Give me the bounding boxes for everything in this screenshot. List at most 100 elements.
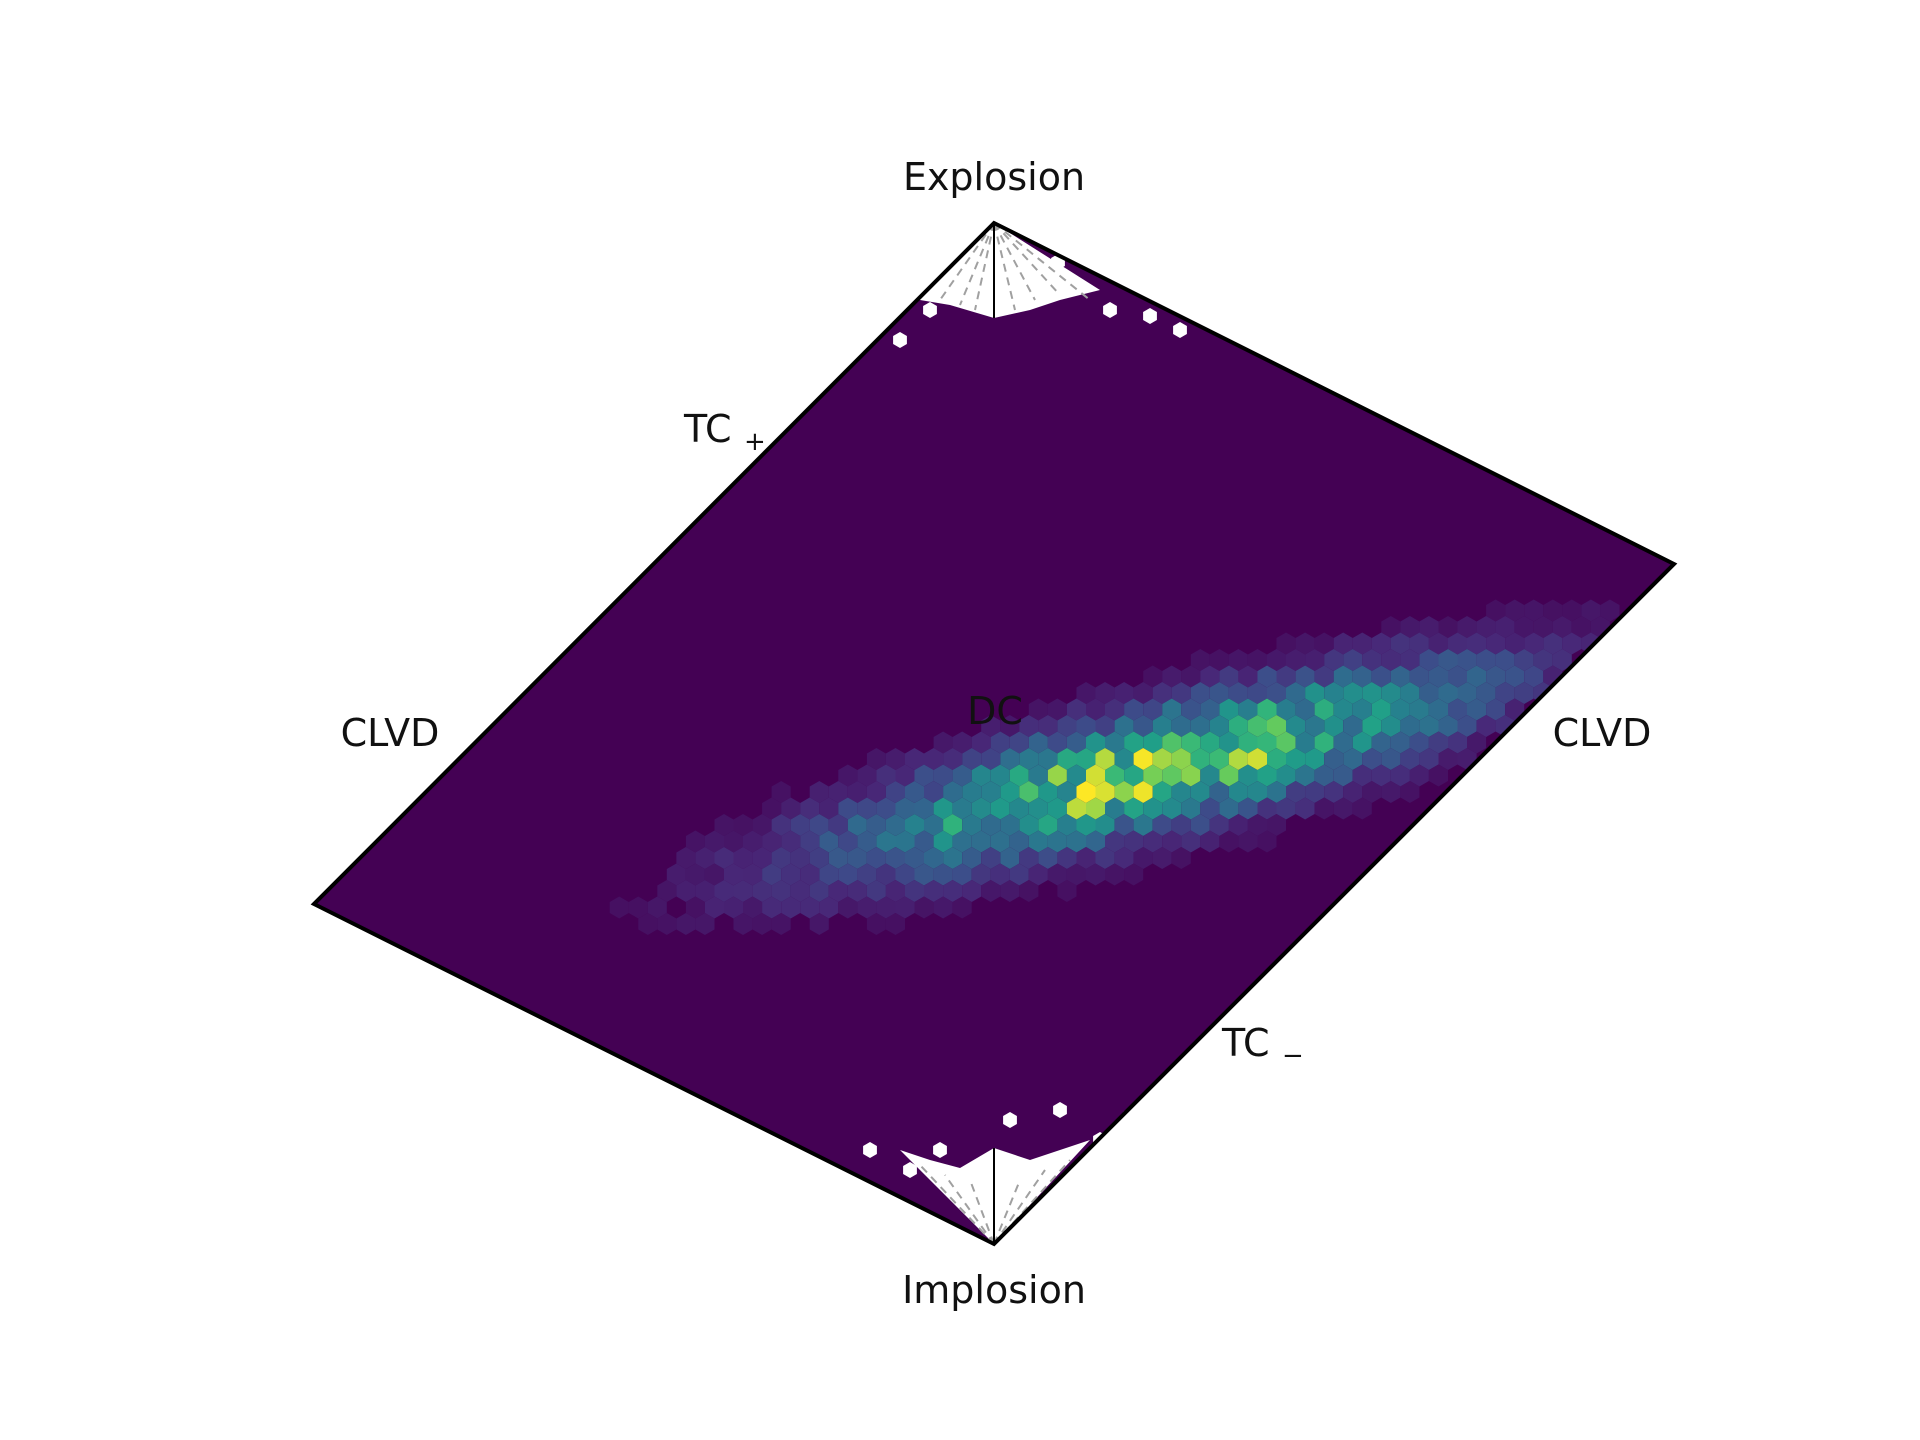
hexbin-cell	[1095, 715, 1115, 737]
hexbin-cell	[847, 814, 867, 836]
hexbin-cell	[781, 863, 801, 886]
hexbin-cell	[1162, 764, 1182, 787]
hexbin-cell	[809, 781, 829, 803]
hexbin-cell	[1124, 797, 1144, 820]
hexbin-cell	[1390, 731, 1410, 754]
hexbin-cell	[1448, 632, 1467, 655]
hexbin-cell	[885, 847, 905, 869]
hexbin-cell	[952, 863, 972, 886]
hexbin-cell	[714, 880, 734, 902]
hexbin-cell	[714, 847, 734, 869]
hexbin-cell	[857, 797, 877, 820]
hexbin-cell	[1028, 764, 1048, 787]
hexbin-cell	[1486, 599, 1506, 622]
hexbin-cell	[933, 731, 953, 754]
hexbin-cell	[676, 880, 696, 902]
hexbin-cell	[1162, 665, 1182, 688]
hexbin-cell	[1581, 599, 1601, 622]
hexbin-cell	[914, 764, 934, 787]
hexbin-cell	[1381, 781, 1401, 803]
hexbin-cell	[1276, 731, 1296, 754]
hexbin-cell	[1467, 665, 1487, 688]
guide-line	[974, 222, 995, 311]
hexbin-cell	[971, 764, 991, 787]
label-tc-plus: TC +	[683, 407, 766, 457]
hexbin-cell	[1314, 797, 1334, 820]
hexbin-cell	[1171, 847, 1191, 869]
hexbin-cell	[1362, 748, 1382, 770]
hexbin-cell	[819, 863, 839, 886]
hexbin-cell	[1038, 715, 1058, 737]
hexbin-cell	[1257, 764, 1277, 787]
hexbin-cell	[1171, 715, 1191, 737]
hexbin-cell	[1095, 748, 1115, 770]
hexbin-cell	[866, 847, 886, 869]
hexbin-cell	[1247, 748, 1267, 770]
label-tc-minus: TC −	[1221, 1021, 1304, 1071]
hexbin-cell	[1009, 863, 1029, 886]
hexbin-cell	[695, 913, 715, 935]
hexbin-cell	[1409, 764, 1429, 787]
hexbin-cell	[1009, 731, 1029, 754]
hexbin-cell	[1276, 764, 1296, 787]
hexbin-cell	[914, 896, 934, 919]
hexbin-cell	[695, 880, 715, 902]
hexbin-cell	[1505, 665, 1525, 688]
hexbin-cell	[1486, 698, 1506, 721]
hexbin-cell	[952, 764, 972, 787]
hexbin-cell	[1286, 748, 1306, 770]
hexbin-cell	[1400, 682, 1420, 704]
hexbin-cell	[1343, 649, 1363, 671]
empty-bin	[1173, 322, 1187, 338]
hexbin-cell	[1066, 698, 1086, 721]
hexbin-cell	[1495, 649, 1515, 671]
hexbin-cell	[1152, 715, 1172, 737]
hexbin-cell	[771, 880, 791, 902]
hexbin-cell	[1228, 748, 1248, 770]
hexbin-cell	[1333, 731, 1353, 754]
hexbin-cell	[704, 896, 724, 919]
hexbin-cell	[1228, 781, 1248, 803]
hexbin-cell	[1038, 847, 1058, 869]
hexbin-cell	[1190, 649, 1210, 671]
hexbin-cell	[1114, 781, 1134, 803]
hexbin-cell	[971, 797, 991, 820]
hexbin-cell	[828, 814, 848, 836]
hexbin-cell	[1428, 731, 1448, 754]
hexbin-cell	[1286, 649, 1306, 671]
hexbin-cell	[743, 896, 763, 919]
hexbin-cell	[1505, 632, 1525, 655]
empty-bin	[1053, 1102, 1067, 1118]
hexbin-cell	[1324, 715, 1344, 737]
hexbin-cell	[1019, 748, 1039, 770]
hexbin-cell	[857, 764, 877, 787]
hexbin-cell	[905, 781, 924, 803]
hexbin-cell	[1181, 830, 1201, 853]
hexbin-cell	[1219, 830, 1239, 853]
hexbin-cell	[1152, 748, 1172, 770]
hexbin-cell	[895, 764, 915, 787]
hexbin-cell	[905, 880, 924, 902]
empty-bin	[1103, 302, 1117, 318]
hexbin-cell	[1162, 731, 1182, 754]
hexbin-cell	[981, 715, 1001, 737]
hexbin-cell	[1219, 731, 1239, 754]
hexbin-cell	[1086, 863, 1105, 886]
hexbin-cell	[1371, 764, 1391, 787]
label-tc-minus-main: TC	[1221, 1021, 1270, 1065]
hexbin-cell	[762, 896, 782, 919]
hexbin-cell	[1057, 814, 1077, 836]
hexbin-cell	[962, 847, 982, 869]
label-clvd-right: CLVD	[1553, 711, 1652, 755]
hexbin-cell	[1009, 797, 1029, 820]
hexbin-cell	[1181, 731, 1201, 754]
hexbin-cell	[1047, 731, 1067, 754]
guide-line	[993, 222, 1091, 301]
hexbin-cell	[1190, 682, 1210, 704]
hexbin-cell	[1190, 781, 1210, 803]
label-dc: DC	[967, 689, 1023, 733]
hexbin-cell	[685, 830, 705, 853]
hexbin-cell	[1019, 880, 1039, 902]
hexbin-cell	[762, 863, 782, 886]
hexbin-cell	[990, 797, 1010, 820]
